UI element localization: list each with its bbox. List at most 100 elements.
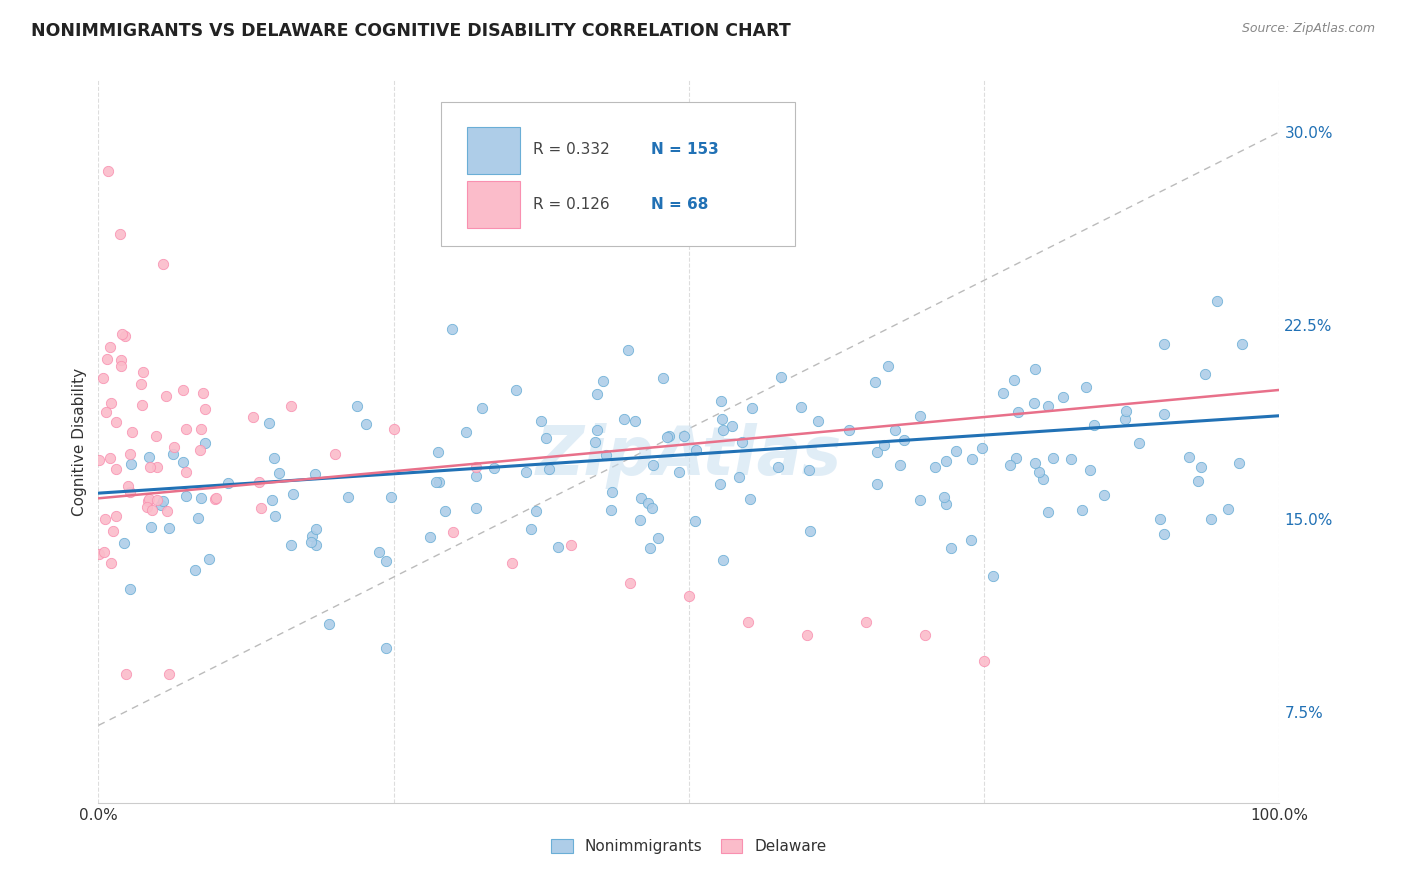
Point — [104, 462, 127, 476]
Point — [935, 454, 957, 468]
Point — [536, 432, 558, 446]
Point — [908, 493, 931, 508]
Text: N = 153: N = 153 — [651, 142, 718, 157]
Y-axis label: Cognitive Disability: Cognitive Disability — [72, 368, 87, 516]
Text: R = 0.332: R = 0.332 — [533, 142, 610, 157]
Point — [960, 533, 983, 547]
Point — [174, 422, 197, 436]
Point — [914, 628, 936, 642]
Point — [560, 538, 582, 552]
Point — [1189, 459, 1212, 474]
Point — [380, 491, 402, 505]
Point — [1060, 451, 1083, 466]
Text: N = 68: N = 68 — [651, 197, 709, 212]
Point — [711, 552, 734, 566]
Point — [586, 387, 609, 401]
Point — [94, 511, 117, 525]
Point — [1036, 399, 1059, 413]
FancyBboxPatch shape — [467, 181, 520, 228]
Text: NONIMMIGRANTS VS DELAWARE COGNITIVE DISABILITY CORRELATION CHART: NONIMMIGRANTS VS DELAWARE COGNITIVE DISA… — [31, 22, 790, 40]
Point — [766, 459, 789, 474]
Point — [138, 491, 160, 506]
Point — [1232, 337, 1254, 351]
Point — [740, 492, 762, 507]
Point — [1128, 435, 1150, 450]
Point — [505, 383, 527, 397]
Point — [647, 531, 669, 545]
Point — [945, 443, 967, 458]
Point — [249, 500, 271, 515]
FancyBboxPatch shape — [441, 102, 796, 246]
Point — [110, 326, 132, 341]
Point — [441, 524, 464, 539]
Point — [129, 376, 152, 391]
Point — [138, 450, 160, 464]
Point — [120, 485, 142, 500]
Point — [242, 410, 264, 425]
Point — [162, 447, 184, 461]
Point — [152, 494, 174, 508]
Point — [367, 545, 389, 559]
FancyBboxPatch shape — [467, 128, 520, 174]
Point — [146, 493, 169, 508]
Point — [1153, 336, 1175, 351]
Point — [174, 489, 197, 503]
Point — [866, 445, 889, 459]
Point — [427, 445, 450, 459]
Point — [121, 425, 143, 439]
Point — [595, 448, 617, 462]
Point — [617, 343, 640, 357]
Point — [1042, 451, 1064, 466]
Point — [728, 470, 751, 484]
Point — [866, 476, 889, 491]
Point — [709, 476, 731, 491]
Point — [132, 365, 155, 379]
Point — [110, 353, 132, 368]
Point — [263, 451, 285, 466]
Point — [658, 429, 681, 443]
Point — [198, 552, 221, 566]
Point — [613, 412, 636, 426]
Point — [114, 328, 136, 343]
Text: Source: ZipAtlas.com: Source: ZipAtlas.com — [1241, 22, 1375, 36]
Point — [257, 416, 280, 430]
Text: ZipAtlas: ZipAtlas — [536, 423, 842, 489]
Point — [382, 422, 405, 436]
Point — [1024, 396, 1046, 410]
Point — [190, 422, 212, 436]
Point — [530, 414, 553, 428]
Point — [592, 375, 614, 389]
Point — [205, 491, 228, 505]
Point — [741, 401, 763, 415]
Point — [149, 498, 172, 512]
Point — [655, 430, 678, 444]
Point — [131, 398, 153, 412]
Point — [172, 455, 194, 469]
Point — [652, 371, 675, 385]
Point — [960, 451, 983, 466]
Point — [262, 493, 284, 508]
Point — [157, 666, 180, 681]
Point — [638, 541, 661, 555]
Point — [191, 385, 214, 400]
Point — [464, 469, 486, 483]
Point — [1216, 502, 1239, 516]
Point — [524, 504, 547, 518]
Point — [194, 435, 217, 450]
Point — [884, 423, 907, 437]
Point — [790, 401, 813, 415]
Text: R = 0.126: R = 0.126 — [533, 197, 610, 212]
Point — [537, 462, 560, 476]
Point — [683, 515, 706, 529]
Point — [318, 616, 340, 631]
Point — [924, 460, 946, 475]
Point — [471, 401, 494, 415]
Point — [425, 475, 447, 490]
Point — [110, 359, 132, 373]
Point — [515, 466, 537, 480]
Point — [263, 508, 285, 523]
Point — [998, 458, 1021, 472]
Point — [710, 393, 733, 408]
Point — [117, 479, 139, 493]
Point — [299, 535, 322, 549]
